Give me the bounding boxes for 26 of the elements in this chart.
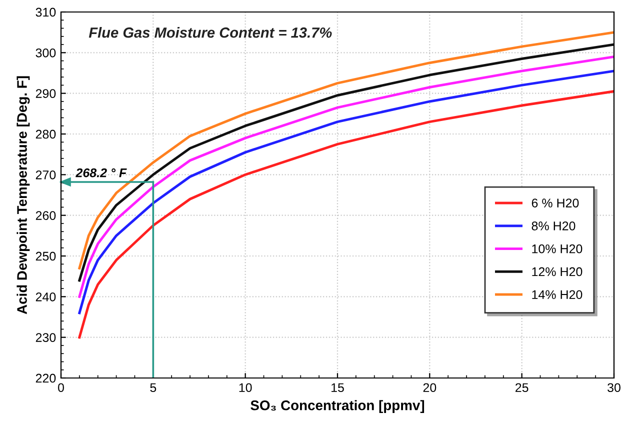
y-tick-label: 310 [36, 8, 56, 17]
y-tick-label: 240 [36, 292, 56, 302]
y-tick-label: 250 [36, 252, 56, 261]
x-tick-label: 10 [239, 383, 252, 392]
y-tick-label: 230 [36, 333, 56, 342]
ref-line-label: 268.2 ° F [76, 168, 127, 178]
y-axis-title: Acid Dewpoint Temperature [Deg. F] [16, 76, 30, 314]
legend-label: 12% H20 [532, 267, 582, 276]
x-tick-label: 0 [58, 383, 64, 392]
annotation: Flue Gas Moisture Content = 13.7% [88, 27, 332, 38]
x-tick-label: 15 [332, 383, 344, 392]
x-tick-label: 20 [423, 383, 436, 392]
x-axis-title: SO₃ Concentration [ppmv] [250, 400, 424, 414]
legend-label: 6 % H20 [532, 198, 579, 208]
x-tick-label: 30 [608, 383, 620, 392]
y-tick-label: 290 [36, 89, 56, 98]
y-tick-label: 280 [36, 130, 56, 139]
legend-label: 8% H20 [532, 222, 576, 230]
y-tick-label: 270 [36, 170, 56, 180]
x-tick-label: 5 [150, 383, 156, 392]
legend-label: 14% H20 [532, 290, 582, 300]
x-tick-label: 25 [516, 383, 528, 392]
y-tick-label: 300 [36, 48, 56, 58]
legend-label: 10% H20 [532, 244, 582, 254]
y-tick-label: 260 [36, 211, 56, 220]
y-tick-label: 220 [36, 374, 56, 383]
